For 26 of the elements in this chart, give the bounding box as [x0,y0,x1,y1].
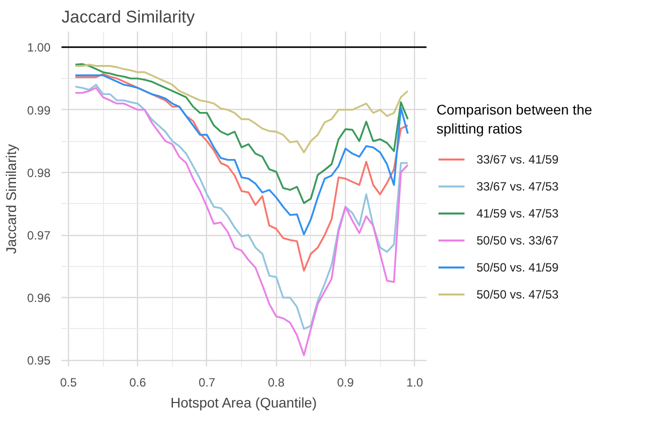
legend-label: 41/59 vs. 47/53 [476,206,559,220]
x-tick-label: 0.5 [60,376,78,390]
chart-title: Jaccard Similarity [62,8,196,26]
y-tick-label: 0.97 [27,228,51,243]
legend-label: 50/50 vs. 47/53 [476,288,559,302]
x-tick-label: 1.0 [406,376,424,390]
y-axis-title: Jaccard Similarity [3,144,20,254]
y-tick-label: 1.00 [27,40,51,55]
x-tick-label: 0.9 [337,376,354,390]
line-series [74,64,409,154]
legend-title: Comparison between the splitting ratios [436,102,592,137]
line-series [74,74,409,236]
x-tick-label: 0.7 [198,376,216,390]
y-tick-label: 0.99 [27,103,51,118]
y-tick-label: 0.98 [27,166,51,180]
legend-label: 33/67 vs. 47/53 [476,180,559,194]
x-axis-title: Hotspot Area (Quantile) [170,394,317,410]
x-tick-label: 0.8 [268,376,285,390]
y-tick-label: 0.95 [27,354,51,368]
line-series [74,73,409,272]
line-series [74,63,409,204]
x-tick-label: 0.6 [129,376,146,390]
y-tick-label: 0.96 [27,291,51,306]
legend-label: 33/67 vs. 41/59 [476,152,559,166]
legend-label: 50/50 vs. 41/59 [476,260,559,274]
legend-label: 50/50 vs. 33/67 [476,234,559,248]
